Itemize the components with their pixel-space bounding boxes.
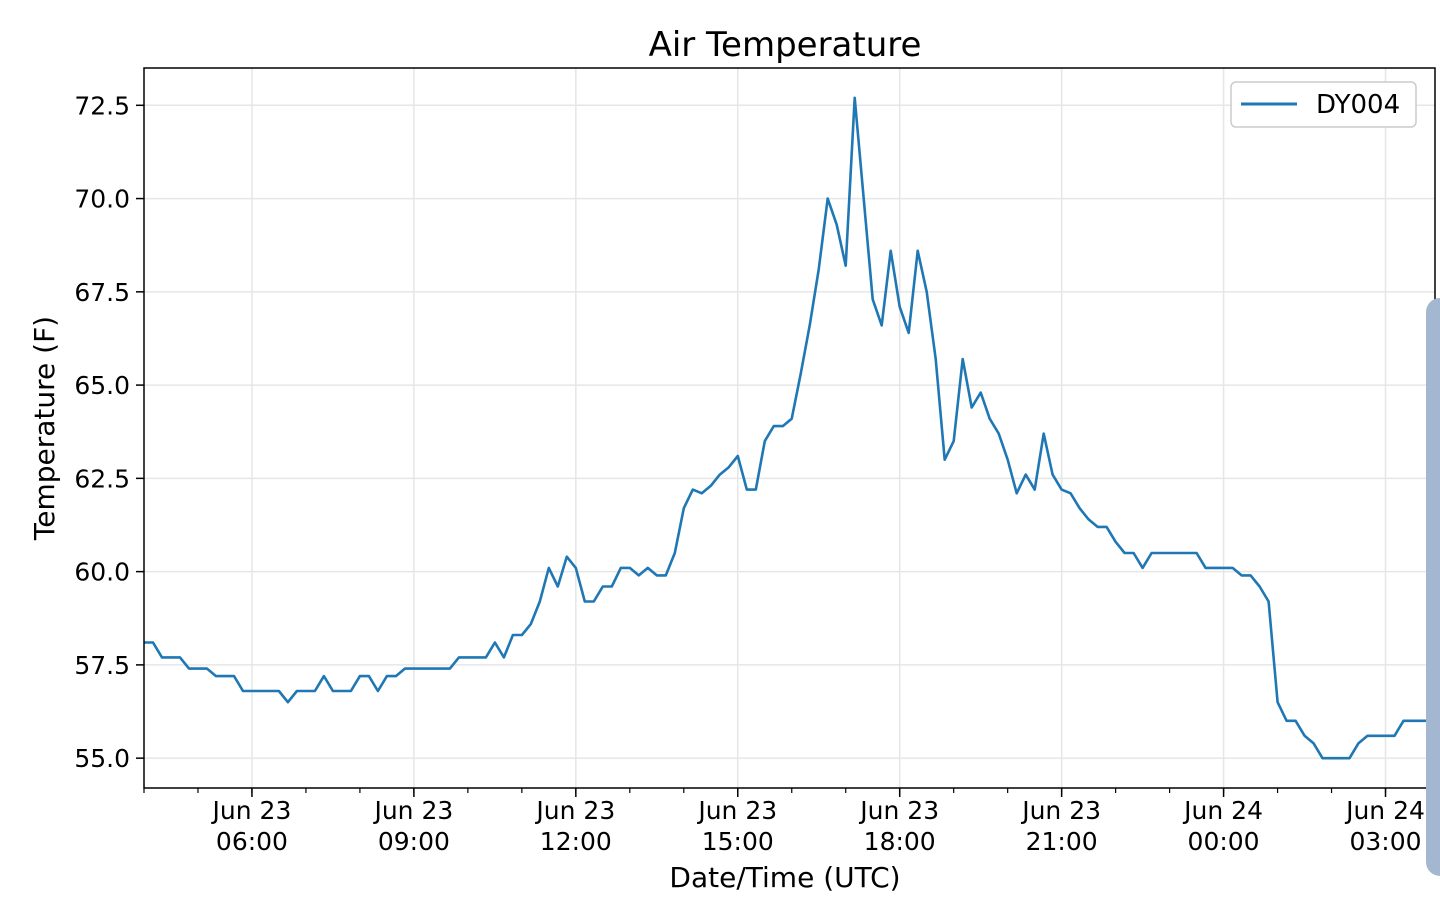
y-tick-label: 65.0 (74, 371, 130, 400)
x-tick-label-date: Jun 23 (858, 796, 939, 825)
x-tick-label-date: Jun 23 (372, 796, 453, 825)
y-tick-label: 62.5 (74, 464, 130, 493)
x-tick-label-date: Jun 23 (211, 796, 292, 825)
side-scroll-tab[interactable] (1426, 298, 1440, 876)
x-tick-label-date: Jun 23 (1020, 796, 1101, 825)
x-tick-label-time: 12:00 (540, 827, 612, 856)
x-tick-label-time: 21:00 (1026, 827, 1098, 856)
series-line-dy004 (144, 96, 1435, 760)
x-tick-label-date: Jun 24 (1182, 796, 1263, 825)
legend-label-dy004: DY004 (1316, 90, 1400, 120)
grid-lines (144, 68, 1435, 788)
y-tick-label: 70.0 (74, 185, 130, 214)
x-tick-label-time: 09:00 (378, 827, 450, 856)
y-tick-label: 60.0 (74, 558, 130, 587)
x-tick-label-time: 18:00 (864, 827, 936, 856)
y-tick-label: 57.5 (74, 651, 130, 680)
x-tick-label-time: 15:00 (702, 827, 774, 856)
legend-box (1230, 81, 1417, 128)
legend: DY004 (1230, 81, 1417, 128)
y-tick-label: 67.5 (74, 278, 130, 307)
y-tick-label: 72.5 (74, 91, 130, 120)
x-tick-label-date: Jun 24 (1344, 796, 1425, 825)
y-axis-label: Temperature (F) (28, 316, 61, 541)
x-tick-label-date: Jun 23 (696, 796, 777, 825)
series-lines (144, 96, 1435, 760)
x-tick-label-date: Jun 23 (534, 796, 615, 825)
x-axis-label: Date/Time (UTC) (669, 861, 900, 894)
plot-frame (143, 67, 1436, 789)
y-tick-label: 55.0 (74, 744, 130, 773)
x-tick-label-time: 06:00 (216, 827, 288, 856)
chart-title: Air Temperature (649, 25, 922, 65)
y-axis-ticks: 55.0 57.5 60.0 62.5 65.0 67.5 70.0 72.5 (74, 91, 144, 773)
x-tick-label-time: 03:00 (1349, 827, 1421, 856)
x-tick-label-time: 00:00 (1188, 827, 1260, 856)
